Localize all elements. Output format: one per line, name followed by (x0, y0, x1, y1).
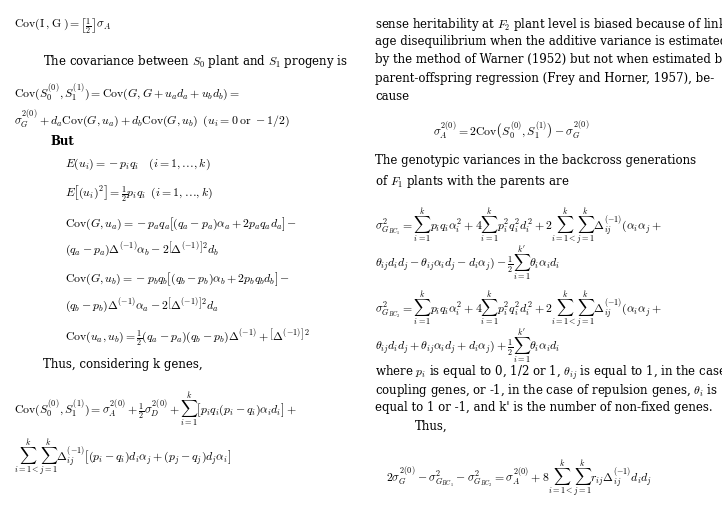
Text: $\sigma_G^{2(0)}+d_a \mathrm{Cov}(G,u_a)+d_b \mathrm{Cov}(G,u_b)\;\;(u_i=0\;\mat: $\sigma_G^{2(0)}+d_a \mathrm{Cov}(G,u_a)… (14, 109, 290, 131)
Text: age disequilibrium when the additive variance is estimated: age disequilibrium when the additive var… (375, 35, 722, 47)
Text: cause: cause (375, 90, 409, 103)
Text: parent-offspring regression (Frey and Horner, 1957), be-: parent-offspring regression (Frey and Ho… (375, 72, 715, 84)
Text: The covariance between $S_0$ plant and $S_1$ progeny is: The covariance between $S_0$ plant and $… (43, 53, 348, 70)
Text: of $F_1$ plants with the parents are: of $F_1$ plants with the parents are (375, 173, 570, 190)
Text: $\sigma^2_{G_{BC_2}} = \sum_{i=1}^{k}p_i q_i\alpha_i^2+4\sum_{i=1}^{k}p_i^2 q_i^: $\sigma^2_{G_{BC_2}} = \sum_{i=1}^{k}p_i… (375, 289, 662, 330)
Text: $\mathrm{Cov}(G,u_b) = -p_b q_b\left[(q_b-p_b)\alpha_b+2p_b q_b d_b\right]-$: $\mathrm{Cov}(G,u_b) = -p_b q_b\left[(q_… (65, 271, 290, 288)
Text: $\sum_{i=1<}^{k}\sum_{j=1}^{k}\Delta_{ij}^{(-1)}\left[(p_i-q_i)d_i\alpha_j+(p_j-: $\sum_{i=1<}^{k}\sum_{j=1}^{k}\Delta_{ij… (14, 438, 232, 478)
Text: $2\sigma_G^{2(0)}-\sigma^2_{G_{BC_1}}-\sigma^2_{G_{BC_2}} = \sigma_A^{2(0)}+8\su: $2\sigma_G^{2(0)}-\sigma^2_{G_{BC_1}}-\s… (386, 459, 653, 500)
Text: $\theta_{ij}d_i d_j-\theta_{ij}\alpha_i d_j-d_i\alpha_j)-\frac{1}{2}\sum_{i=1}^{: $\theta_{ij}d_i d_j-\theta_{ij}\alpha_i … (375, 244, 561, 282)
Text: coupling genes, or -1, in the case of repulsion genes, $\theta_i$ is: coupling genes, or -1, in the case of re… (375, 382, 718, 399)
Text: sense heritability at $F_2$ plant level is biased because of link-: sense heritability at $F_2$ plant level … (375, 16, 722, 33)
Text: $\mathrm{Cov}(S_0^{(0)},S_1^{(1)}) = \sigma_A^{2(0)}+\frac{1}{2}\sigma_D^{2(0)}+: $\mathrm{Cov}(S_0^{(0)},S_1^{(1)}) = \si… (14, 390, 297, 428)
Text: where $p_i$ is equal to 0, 1/2 or 1, $\theta_{ij}$ is equal to 1, in the case of: where $p_i$ is equal to 0, 1/2 or 1, $\t… (375, 364, 722, 382)
Text: $\mathrm{Cov}(S_0^{(0)},S_1^{(1)}) = \mathrm{Cov}(G,G+u_a d_a+u_b d_b) =$: $\mathrm{Cov}(S_0^{(0)},S_1^{(1)}) = \ma… (14, 82, 240, 103)
Text: by the method of Warner (1952) but not when estimated by: by the method of Warner (1952) but not w… (375, 53, 722, 66)
Text: Thus, considering k genes,: Thus, considering k genes, (43, 358, 203, 371)
Text: $\sigma^2_{G_{BC_1}} = \sum_{i=1}^{k}p_i q_i\alpha_i^2+4\sum_{i=1}^{k}p_i^2 q_i^: $\sigma^2_{G_{BC_1}} = \sum_{i=1}^{k}p_i… (375, 207, 662, 247)
Text: $\theta_{ij}d_i d_j+\theta_{ij}\alpha_i d_j+d_i\alpha_j)+\frac{1}{2}\sum_{i=1}^{: $\theta_{ij}d_i d_j+\theta_{ij}\alpha_i … (375, 327, 561, 365)
Text: $\mathrm{Cov}(G,u_a) = -p_a q_a\left[(q_a-p_a)\alpha_a+2p_a q_a d_a\right]-$: $\mathrm{Cov}(G,u_a) = -p_a q_a\left[(q_… (65, 215, 297, 233)
Text: $E(u_i) = -p_i q_i \quad (i=1,\ldots,k)$: $E(u_i) = -p_i q_i \quad (i=1,\ldots,k)$ (65, 157, 211, 172)
Text: $(q_b-p_b)\Delta^{(-1)}\alpha_a - 2\left[\Delta^{(-1)}\right]^2 d_a$: $(q_b-p_b)\Delta^{(-1)}\alpha_a - 2\left… (65, 296, 219, 314)
Text: $(q_a-p_a)\Delta^{(-1)}\alpha_b - 2\left[\Delta^{(-1)}\right]^2 d_b$: $(q_a-p_a)\Delta^{(-1)}\alpha_b - 2\left… (65, 240, 219, 258)
Text: The genotypic variances in the backcross generations: The genotypic variances in the backcross… (375, 154, 697, 167)
Text: $\mathrm{Cov}(\mathrm{I}^{\,},\mathrm{G}^{\,}) = \left[\frac{1}{2}\right]\sigma_: $\mathrm{Cov}(\mathrm{I}^{\,},\mathrm{G}… (14, 16, 111, 36)
Text: $\mathrm{Cov}(u_a,u_b) = \frac{1}{2}(q_a-p_a)(q_b-p_b)\Delta^{(-1)}+\left[\Delta: $\mathrm{Cov}(u_a,u_b) = \frac{1}{2}(q_a… (65, 327, 310, 348)
Text: But: But (51, 135, 74, 148)
Text: Thus,: Thus, (415, 419, 448, 432)
Text: $\sigma_A^{2(0)} = 2\mathrm{Cov}\left(S_0^{(0)},S_1^{(1)}\right)-\sigma_G^{2(0)}: $\sigma_A^{2(0)} = 2\mathrm{Cov}\left(S_… (433, 119, 590, 142)
Text: $E\left[(u_i)^2\right] = \frac{1}{2}p_i q_i \;\; (i=1,\ldots,k)$: $E\left[(u_i)^2\right] = \frac{1}{2}p_i … (65, 183, 213, 203)
Text: equal to 1 or -1, and k' is the number of non-fixed genes.: equal to 1 or -1, and k' is the number o… (375, 401, 713, 414)
